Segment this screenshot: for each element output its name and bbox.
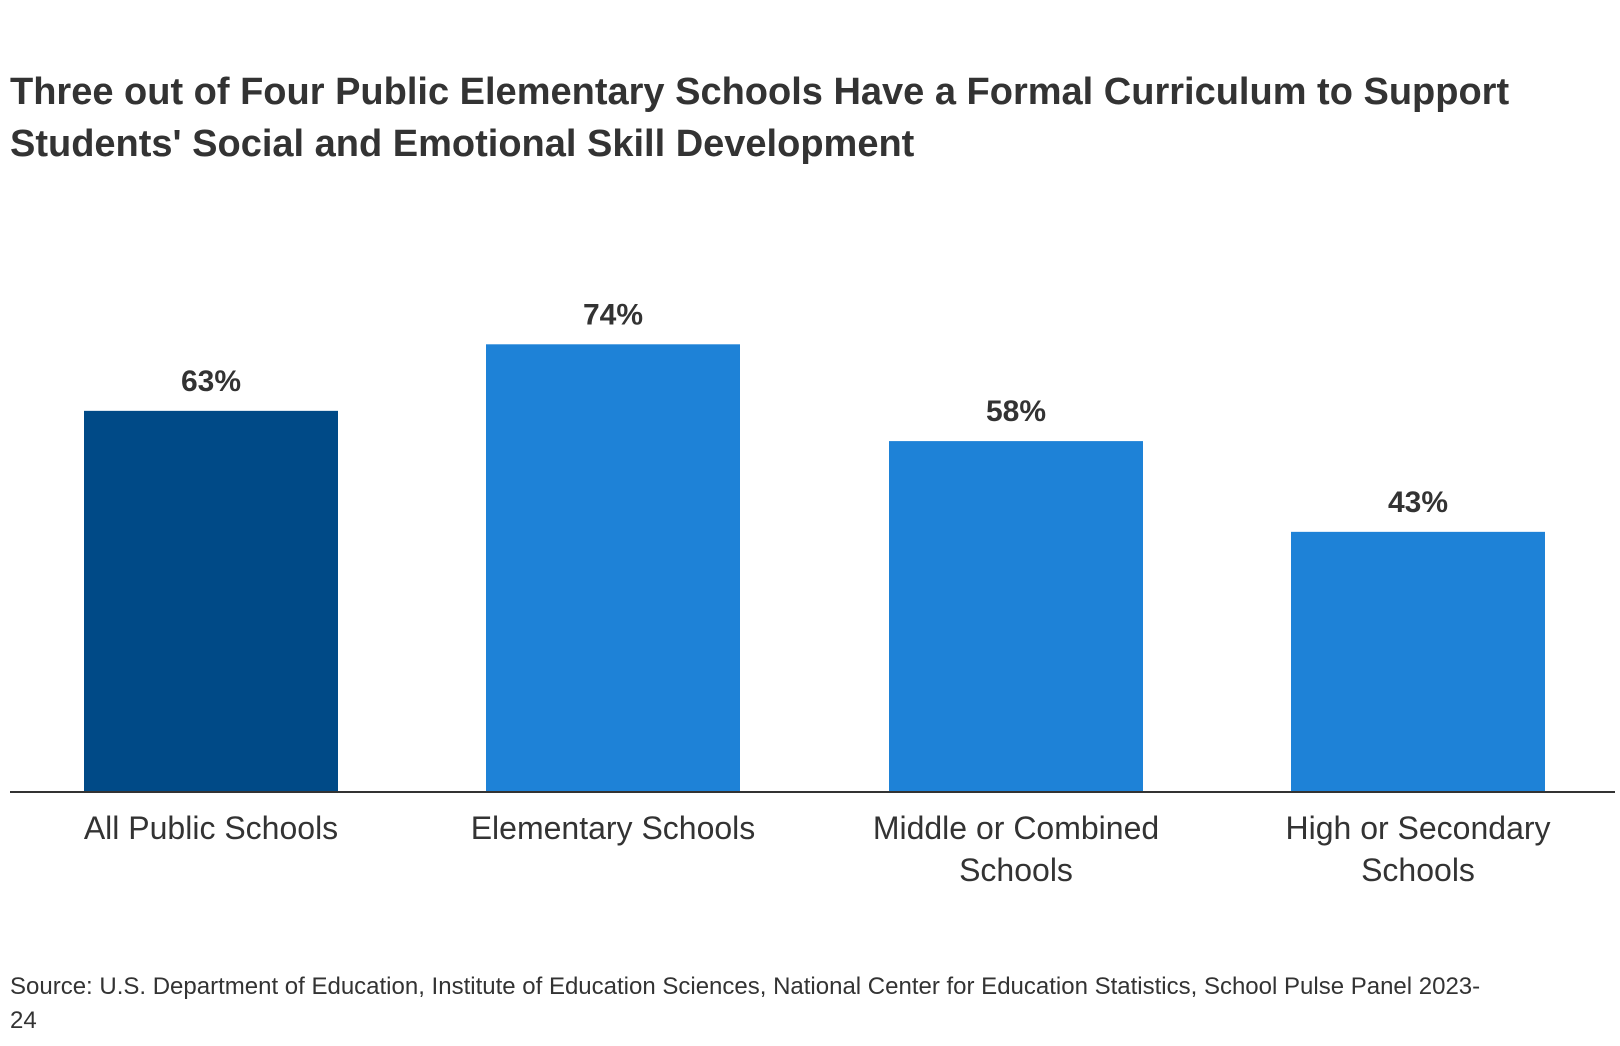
category-label-2: Elementary Schools (471, 810, 756, 846)
category-label-3-line-2: Schools (959, 852, 1073, 888)
category-label-4-line-1: High or Secondary (1285, 810, 1550, 846)
value-label-2: 74% (583, 298, 643, 331)
category-label-3-line-1: Middle or Combined (873, 810, 1159, 846)
source-note: Source: U.S. Department of Education, In… (10, 973, 1481, 1034)
category-label-1: All Public Schools (84, 810, 338, 846)
bar-1 (84, 410, 338, 792)
bar-4 (1291, 531, 1545, 792)
category-labels-group: All Public Schools Elementary Schools Midd… (84, 810, 1551, 888)
bar-2 (486, 344, 740, 792)
bars-group (84, 344, 1545, 792)
bar-3 (889, 441, 1143, 792)
value-labels-group: 63% 74% 58% 43% (181, 298, 1448, 519)
value-label-1: 63% (181, 365, 241, 398)
value-label-3: 58% (986, 395, 1046, 428)
chart-title: Three out of Four Public Elementary Scho… (10, 71, 1510, 165)
category-label-4-line-2: Schools (1361, 852, 1475, 888)
value-label-4: 43% (1388, 486, 1448, 519)
